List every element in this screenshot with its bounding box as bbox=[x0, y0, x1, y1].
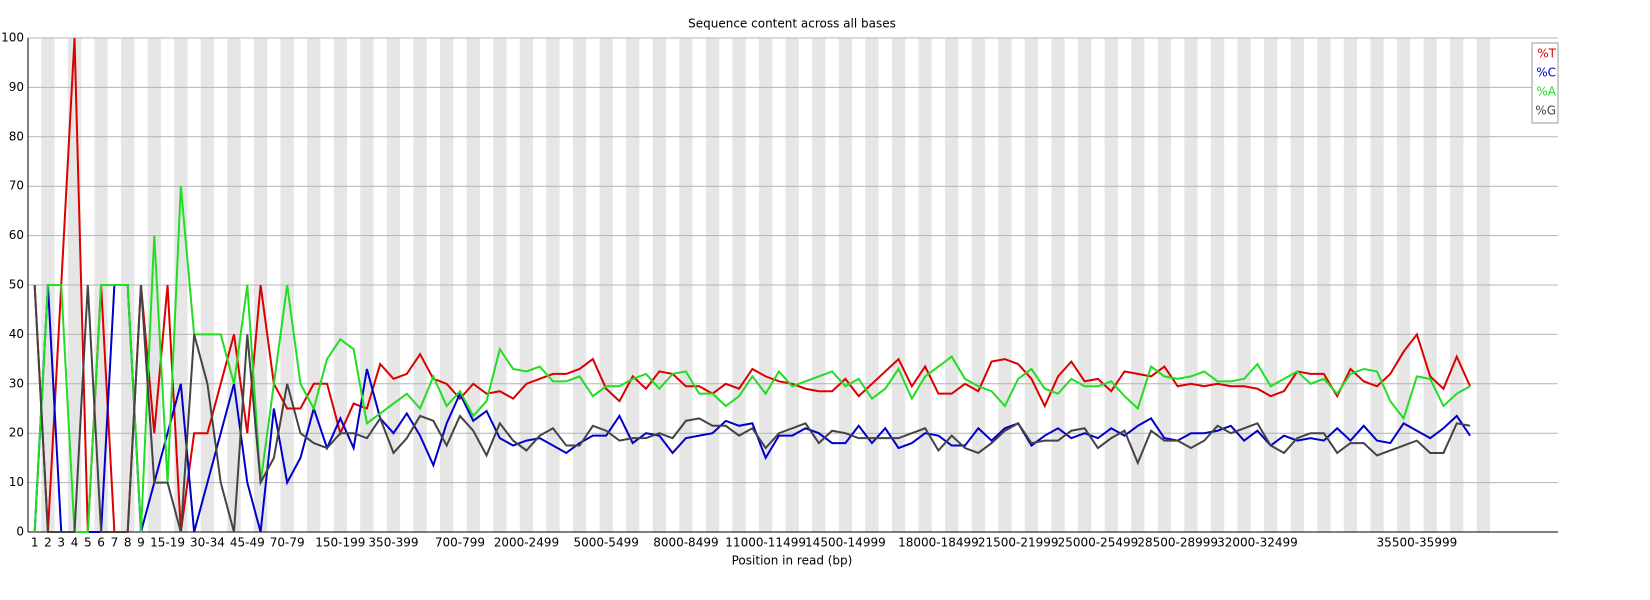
legend-label: %A bbox=[1536, 85, 1556, 99]
y-tick-label: 20 bbox=[9, 426, 24, 440]
y-tick-label: 80 bbox=[9, 129, 24, 143]
legend-label: %G bbox=[1535, 104, 1556, 118]
x-tick-label: 1 bbox=[31, 536, 39, 550]
y-tick-label: 90 bbox=[9, 80, 24, 94]
series-line bbox=[33, 186, 1471, 533]
x-tick-label: 7 bbox=[111, 536, 119, 550]
legend-label: %T bbox=[1537, 47, 1556, 61]
x-tick-label: 25000-25499 bbox=[1058, 536, 1139, 550]
x-tick-label: 8 bbox=[124, 536, 132, 550]
x-tick-label: 18000-18499 bbox=[898, 536, 979, 550]
y-tick-label: 10 bbox=[9, 475, 24, 489]
y-tick-label: 40 bbox=[9, 327, 24, 341]
x-tick-label: 8000-8499 bbox=[653, 536, 718, 550]
legend-label: %C bbox=[1536, 66, 1556, 80]
y-tick-label: 70 bbox=[9, 179, 24, 193]
x-tick-label: 150-199 bbox=[315, 536, 365, 550]
y-tick-label: 0 bbox=[16, 525, 24, 539]
y-tick-label: 50 bbox=[9, 278, 24, 292]
x-tick-label: 5 bbox=[84, 536, 92, 550]
x-tick-label: 2 bbox=[44, 536, 52, 550]
x-tick-label: 30-34 bbox=[190, 536, 225, 550]
x-axis-label: Position in read (bp) bbox=[732, 554, 853, 568]
x-tick-label: 4 bbox=[71, 536, 79, 550]
x-tick-label: 350-399 bbox=[368, 536, 418, 550]
x-tick-label: 3 bbox=[57, 536, 65, 550]
x-tick-label: 2000-2499 bbox=[494, 536, 559, 550]
x-tick-label: 28500-28999 bbox=[1137, 536, 1218, 550]
x-tick-label: 21500-21999 bbox=[978, 536, 1059, 550]
y-tick-label: 100 bbox=[1, 31, 24, 45]
x-tick-label: 14500-14999 bbox=[805, 536, 886, 550]
x-tick-label: 11000-11499 bbox=[725, 536, 806, 550]
x-tick-label: 70-79 bbox=[270, 536, 305, 550]
x-tick-label: 700-799 bbox=[435, 536, 485, 550]
chart-title: Sequence content across all bases bbox=[688, 17, 896, 31]
series-line bbox=[33, 284, 1471, 533]
x-tick-label: 6 bbox=[97, 536, 105, 550]
y-tick-label: 60 bbox=[9, 228, 24, 242]
y-tick-label: 30 bbox=[9, 376, 24, 390]
x-tick-label: 35500-35999 bbox=[1377, 536, 1458, 550]
x-tick-label: 15-19 bbox=[150, 536, 185, 550]
x-tick-label: 45-49 bbox=[230, 536, 265, 550]
x-tick-label: 32000-32499 bbox=[1217, 536, 1298, 550]
x-tick-label: 5000-5499 bbox=[573, 536, 638, 550]
legend-box bbox=[1531, 42, 1559, 124]
series-line bbox=[33, 284, 1471, 533]
x-tick-label: 9 bbox=[137, 536, 145, 550]
